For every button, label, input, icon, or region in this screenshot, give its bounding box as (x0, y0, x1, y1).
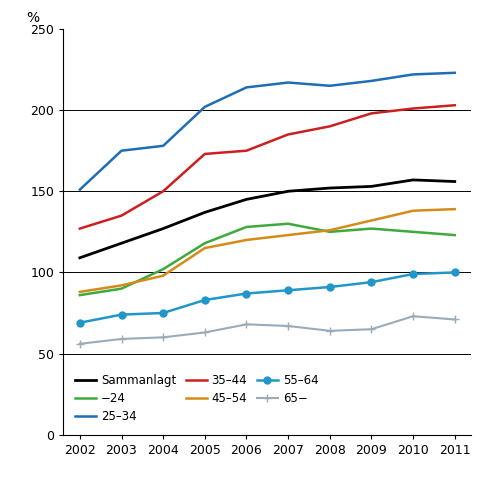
Legend: Sammanlagt, −24, 25–34, 35–44, 45–54, 55–64, 65−: Sammanlagt, −24, 25–34, 35–44, 45–54, 55… (69, 369, 324, 429)
Text: %: % (26, 11, 39, 25)
